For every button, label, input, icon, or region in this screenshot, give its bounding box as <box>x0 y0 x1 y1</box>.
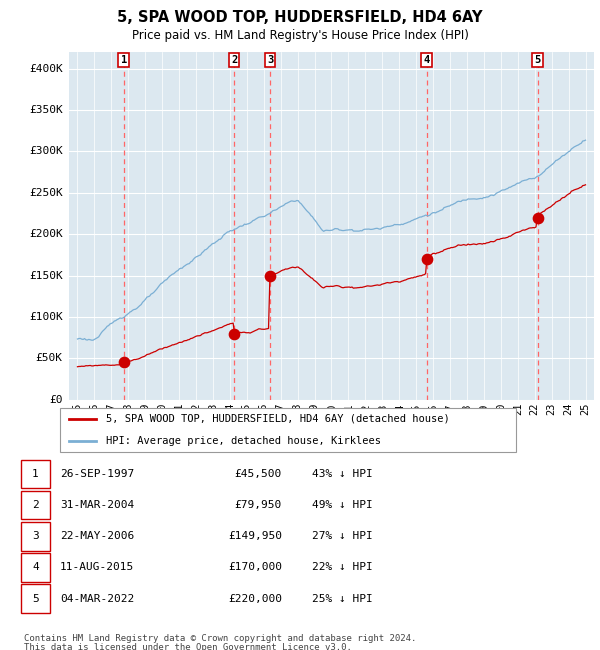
Text: 49% ↓ HPI: 49% ↓ HPI <box>312 500 373 510</box>
Text: HPI: Average price, detached house, Kirklees: HPI: Average price, detached house, Kirk… <box>106 436 380 446</box>
Text: 22-MAY-2006: 22-MAY-2006 <box>60 531 134 541</box>
FancyBboxPatch shape <box>60 408 516 452</box>
Text: £79,950: £79,950 <box>235 500 282 510</box>
Text: 5: 5 <box>535 55 541 64</box>
Text: 2: 2 <box>32 500 39 510</box>
Text: 1: 1 <box>121 55 127 64</box>
Text: £50K: £50K <box>36 354 63 363</box>
Text: £300K: £300K <box>29 146 63 157</box>
Text: 5, SPA WOOD TOP, HUDDERSFIELD, HD4 6AY (detached house): 5, SPA WOOD TOP, HUDDERSFIELD, HD4 6AY (… <box>106 413 449 424</box>
Text: 22% ↓ HPI: 22% ↓ HPI <box>312 562 373 573</box>
Text: 25% ↓ HPI: 25% ↓ HPI <box>312 593 373 604</box>
Text: 04-MAR-2022: 04-MAR-2022 <box>60 593 134 604</box>
Text: 4: 4 <box>32 562 39 573</box>
Text: £0: £0 <box>49 395 63 405</box>
Text: This data is licensed under the Open Government Licence v3.0.: This data is licensed under the Open Gov… <box>24 644 352 650</box>
Text: £400K: £400K <box>29 64 63 73</box>
Text: £350K: £350K <box>29 105 63 115</box>
Text: £149,950: £149,950 <box>228 531 282 541</box>
Point <box>265 270 275 281</box>
Text: Contains HM Land Registry data © Crown copyright and database right 2024.: Contains HM Land Registry data © Crown c… <box>24 634 416 644</box>
Text: 1: 1 <box>32 469 39 479</box>
Text: £150K: £150K <box>29 270 63 281</box>
Point <box>229 328 239 339</box>
Point <box>119 357 128 367</box>
Point <box>533 213 542 223</box>
Text: 3: 3 <box>32 531 39 541</box>
Text: 2: 2 <box>231 55 237 64</box>
Text: 3: 3 <box>267 55 274 64</box>
Text: £250K: £250K <box>29 188 63 198</box>
Text: 26-SEP-1997: 26-SEP-1997 <box>60 469 134 479</box>
Text: £200K: £200K <box>29 229 63 239</box>
Text: £100K: £100K <box>29 312 63 322</box>
Text: 43% ↓ HPI: 43% ↓ HPI <box>312 469 373 479</box>
Text: 27% ↓ HPI: 27% ↓ HPI <box>312 531 373 541</box>
Text: 11-AUG-2015: 11-AUG-2015 <box>60 562 134 573</box>
Text: £45,500: £45,500 <box>235 469 282 479</box>
Text: 5: 5 <box>32 593 39 604</box>
Text: 5, SPA WOOD TOP, HUDDERSFIELD, HD4 6AY: 5, SPA WOOD TOP, HUDDERSFIELD, HD4 6AY <box>117 10 483 25</box>
Text: 4: 4 <box>424 55 430 64</box>
Text: £170,000: £170,000 <box>228 562 282 573</box>
Text: 31-MAR-2004: 31-MAR-2004 <box>60 500 134 510</box>
Text: £220,000: £220,000 <box>228 593 282 604</box>
Point <box>422 254 431 264</box>
Text: Price paid vs. HM Land Registry's House Price Index (HPI): Price paid vs. HM Land Registry's House … <box>131 29 469 42</box>
